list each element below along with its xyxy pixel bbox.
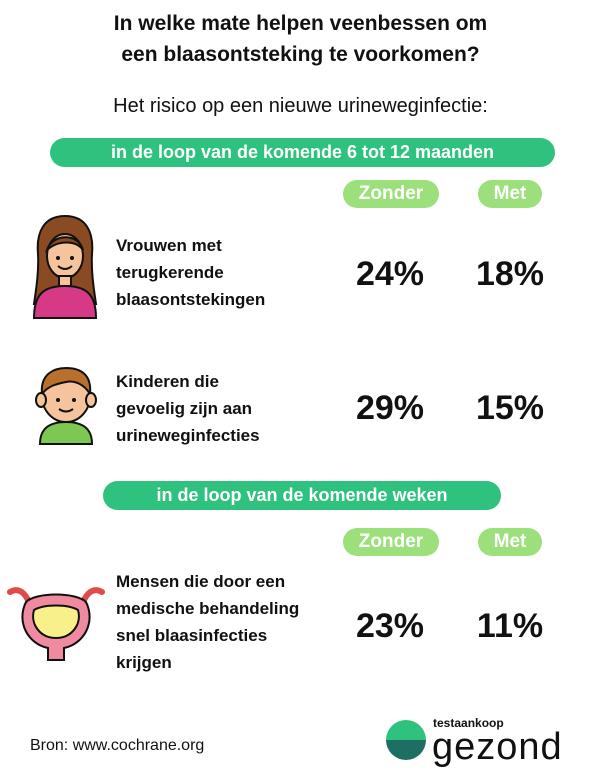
page-title: In welke mate helpen veenbessen om een b… (113, 12, 488, 66)
value-met-vrouwen: 18% (475, 255, 545, 293)
period-label-long: in de loop van de komende 6 tot 12 maand… (50, 138, 555, 167)
value-zonder-kinderen: 29% (355, 389, 425, 427)
woman-icon (32, 214, 98, 319)
value-met-kinderen: 15% (475, 389, 545, 427)
column-header-met: Met (478, 180, 542, 208)
logo-brand-small: testaankoop (433, 716, 504, 730)
value-met-mensen: 11% (476, 607, 544, 645)
source-text: Bron: www.cochrane.org (30, 737, 205, 754)
row-label-kinderen: Kinderen die gevoelig zijn aan urinewegi… (116, 372, 260, 445)
value-zonder-vrouwen: 24% (355, 255, 425, 293)
logo-brand-big: gezond (432, 726, 563, 768)
logo-mark (386, 720, 426, 760)
column-header-zonder-2: Zonder (343, 528, 439, 556)
bladder-icon (7, 587, 105, 661)
column-header-zonder: Zonder (343, 180, 439, 208)
period-label-short: in de loop van de komende weken (103, 481, 501, 510)
child-icon (35, 366, 97, 445)
row-label-mensen: Mensen die door een medische behandeling… (116, 572, 300, 672)
subtitle: Het risico op een nieuwe urineweginfecti… (113, 95, 488, 117)
value-zonder-mensen: 23% (355, 607, 425, 645)
row-label-vrouwen: Vrouwen met terugkerende blaasontsteking… (116, 236, 266, 309)
column-header-met-2: Met (478, 528, 542, 556)
